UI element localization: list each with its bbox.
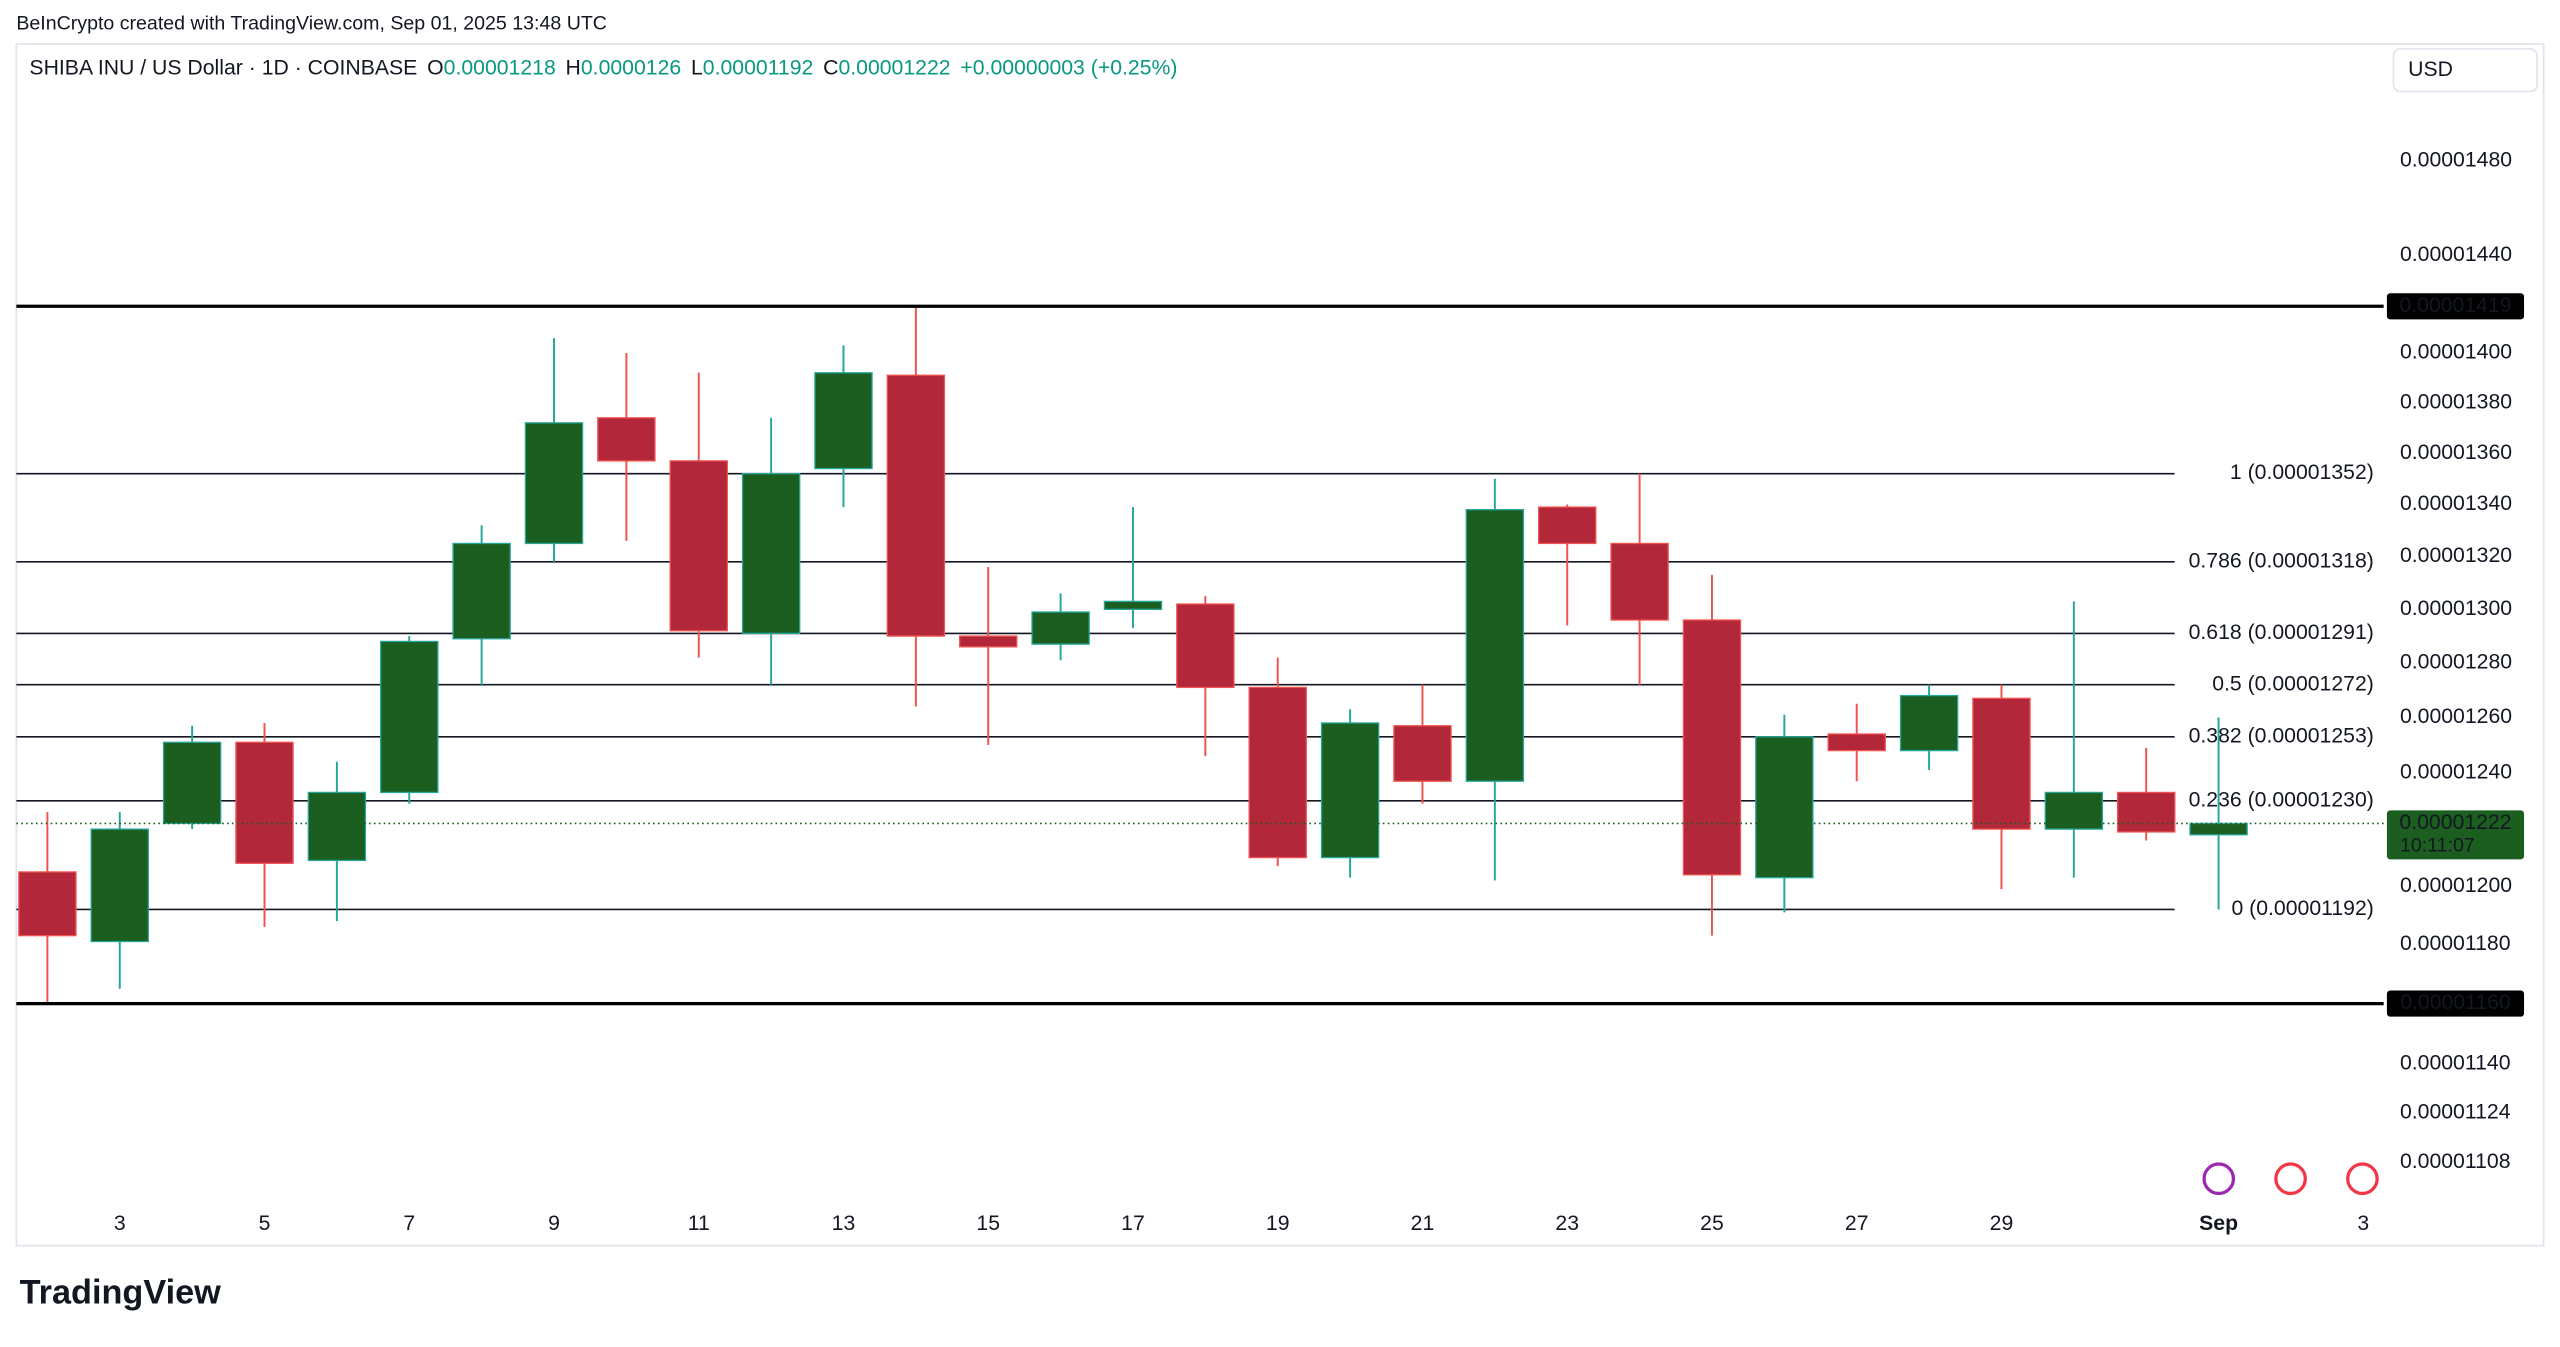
symbol-line: SHIBA INU / US Dollar · 1D · COINBASE O0.… bbox=[29, 56, 1177, 79]
candle-body bbox=[1538, 506, 1597, 545]
candle-body bbox=[2189, 822, 2248, 836]
y-tick-label: 0.00001280 bbox=[2400, 651, 2512, 674]
logo: TradingView bbox=[20, 1274, 222, 1312]
candle-body bbox=[814, 372, 873, 470]
candle-body bbox=[524, 422, 584, 545]
price-tag-label: 0.00001419 bbox=[2399, 294, 2511, 317]
y-tick-label: 0.00001300 bbox=[2400, 597, 2512, 620]
y-tick-label: 0.00001108 bbox=[2400, 1150, 2511, 1173]
candle-body bbox=[1972, 697, 2031, 830]
event-icon[interactable] bbox=[2346, 1162, 2379, 1196]
x-tick-label: Sep bbox=[2199, 1212, 2238, 1235]
candle-body bbox=[1103, 600, 1163, 611]
symbol: SHIBA INU / US Dollar · 1D · COINBASE bbox=[29, 56, 417, 79]
currency-button[interactable] bbox=[2392, 48, 2538, 93]
x-tick-label: 15 bbox=[976, 1212, 1000, 1235]
candle-body bbox=[1899, 694, 1959, 752]
candle-body bbox=[959, 635, 1018, 648]
fib-label: 0.786 (0.00001318) bbox=[2189, 549, 2374, 572]
x-tick-label: 19 bbox=[1266, 1212, 1290, 1235]
y-tick-label: 0.00001124 bbox=[2400, 1100, 2511, 1123]
y-tick-label: 0.00001480 bbox=[2400, 148, 2512, 171]
h-label: H bbox=[566, 56, 581, 79]
candle-body bbox=[1031, 611, 1090, 645]
l-value: 0.00001192 bbox=[703, 56, 814, 79]
currency-label[interactable]: USD bbox=[2408, 58, 2453, 81]
l-label: L bbox=[691, 56, 703, 79]
candle-body bbox=[307, 791, 367, 862]
y-tick-label: 0.00001260 bbox=[2400, 705, 2512, 728]
candle-body bbox=[18, 871, 77, 937]
candle-body bbox=[741, 472, 801, 635]
y-tick-label: 0.00001200 bbox=[2400, 874, 2512, 897]
x-tick-label: 23 bbox=[1555, 1212, 1579, 1235]
candle-body bbox=[235, 741, 294, 864]
y-tick-label: 0.00001380 bbox=[2400, 390, 2512, 413]
y-tick-label: 0.00001240 bbox=[2400, 760, 2512, 783]
fib-label: 0 (0.00001192) bbox=[2231, 897, 2373, 920]
fib-label: 0.5 (0.00001272) bbox=[2212, 672, 2374, 695]
current-price-tag bbox=[2386, 810, 2525, 860]
candle-body bbox=[886, 374, 946, 637]
candle-body bbox=[452, 542, 511, 640]
fib-label: 0.618 (0.00001291) bbox=[2189, 621, 2374, 644]
x-tick-label: 5 bbox=[259, 1212, 271, 1235]
o-value: 0.00001218 bbox=[444, 56, 556, 79]
candle-body bbox=[1248, 686, 1307, 859]
y-tick-label: 0.00001340 bbox=[2400, 492, 2512, 515]
event-icon[interactable] bbox=[2274, 1162, 2307, 1196]
x-tick-label: 29 bbox=[1990, 1212, 2014, 1235]
candle-body bbox=[1465, 509, 1525, 782]
fib-label: 0.382 (0.00001253) bbox=[2189, 724, 2374, 747]
candle-body bbox=[1827, 733, 1886, 752]
x-tick-label: 13 bbox=[832, 1212, 856, 1235]
o-label: O bbox=[427, 56, 444, 79]
event-icons bbox=[2202, 1162, 2379, 1196]
x-tick-label: 27 bbox=[1845, 1212, 1869, 1235]
candle-body bbox=[1755, 736, 1814, 879]
x-tick-label: 3 bbox=[2357, 1212, 2369, 1235]
candle-body bbox=[1682, 619, 1742, 876]
candle-body bbox=[2116, 791, 2176, 833]
y-tick-label: 0.00001140 bbox=[2400, 1051, 2511, 1074]
event-icon[interactable] bbox=[2202, 1162, 2236, 1196]
price-tag bbox=[2386, 990, 2525, 1017]
y-tick-label: 0.00001400 bbox=[2400, 341, 2512, 364]
x-tick-label: 9 bbox=[548, 1212, 560, 1235]
x-tick-label: 21 bbox=[1411, 1212, 1435, 1235]
candle-body bbox=[1610, 542, 1669, 621]
countdown: 10:11:07 bbox=[2400, 834, 2475, 856]
price-tag bbox=[2386, 293, 2525, 320]
fib-label: 0.236 (0.00001230) bbox=[2189, 788, 2374, 811]
x-tick-label: 11 bbox=[688, 1212, 710, 1235]
y-tick-label: 0.00001440 bbox=[2400, 243, 2512, 266]
fib-label: 1 (0.00001352) bbox=[2230, 461, 2374, 484]
current-price-label: 0.00001222 bbox=[2399, 811, 2511, 834]
x-tick-label: 3 bbox=[114, 1212, 126, 1235]
c-value: 0.00001222 bbox=[838, 56, 950, 79]
c-label: C bbox=[823, 56, 838, 79]
candle-body bbox=[162, 741, 222, 825]
candle-body bbox=[597, 417, 656, 462]
candle-body bbox=[1320, 722, 1380, 859]
attribution: BeInCrypto created with TradingView.com,… bbox=[16, 13, 607, 35]
candle-body bbox=[1176, 603, 1235, 689]
change: +0.00000003 (+0.25%) bbox=[960, 56, 1177, 79]
price-tag-label: 0.00001160 bbox=[2400, 991, 2511, 1014]
candle-body bbox=[90, 828, 149, 943]
y-tick-label: 0.00001360 bbox=[2400, 441, 2512, 464]
x-tick-label: 25 bbox=[1700, 1212, 1724, 1235]
x-tick-label: 7 bbox=[403, 1212, 415, 1235]
x-tick-label: 17 bbox=[1121, 1212, 1145, 1235]
y-tick-label: 0.00001180 bbox=[2400, 932, 2511, 955]
candle-body bbox=[1393, 725, 1452, 782]
candle-body bbox=[669, 460, 728, 632]
candle-body bbox=[380, 640, 439, 794]
h-value: 0.0000126 bbox=[581, 56, 681, 79]
y-tick-label: 0.00001320 bbox=[2400, 544, 2512, 567]
